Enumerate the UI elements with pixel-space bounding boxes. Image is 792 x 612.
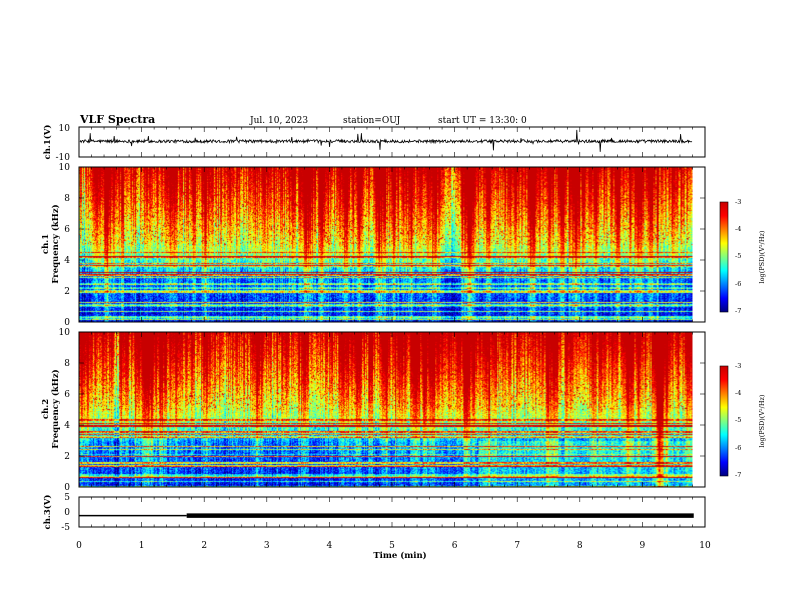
ch3-waveform-ticks bbox=[78, 497, 706, 527]
time-tick-label-2: 2 bbox=[201, 541, 207, 551]
ch1-freq-tick-8: 8 bbox=[64, 194, 70, 204]
time-tick-label-7: 7 bbox=[514, 541, 520, 551]
ch2-spectrogram-panel: 0 2 4 6 8 10 ch.2 Frequency (kHz) -3 -4 … bbox=[41, 328, 766, 493]
ch1-spectrogram-panel: 0 2 4 6 8 10 ch.1 Frequency (kHz) -3 -4 … bbox=[41, 163, 766, 328]
ch1-cbar-tick-m6: -6 bbox=[735, 280, 741, 288]
time-tick-label-3: 3 bbox=[264, 541, 270, 551]
ch1-ytick-top: 10 bbox=[59, 124, 71, 134]
ch3-ytick-mid: 0 bbox=[64, 508, 70, 518]
ch1-ylabel: ch.1(V) bbox=[42, 125, 53, 160]
ch2-freq-tick-2: 2 bbox=[64, 452, 70, 462]
ch3-ytick-top: 5 bbox=[64, 493, 70, 503]
ch3-ytick-bottom: -5 bbox=[61, 523, 70, 533]
ch1-freq-tick-10: 10 bbox=[59, 163, 71, 173]
time-axis-label: Time (min) bbox=[373, 550, 426, 561]
time-axis-tick-labels: 0 1 2 3 4 5 6 7 8 9 10 bbox=[76, 541, 711, 551]
time-tick-label-6: 6 bbox=[452, 541, 458, 551]
ch1-waveform-trace bbox=[79, 129, 693, 152]
ch2-cbar-tick-m6: -6 bbox=[735, 444, 741, 452]
start-ut-label: start UT = 13:30: 0 bbox=[438, 116, 527, 126]
time-tick-label-9: 9 bbox=[640, 541, 646, 551]
ch2-cbar-tick-m3: -3 bbox=[735, 362, 741, 370]
ch2-cbar-tick-m4: -4 bbox=[735, 389, 741, 397]
ch2-freq-tick-4: 4 bbox=[64, 421, 70, 431]
ch2-colorbar-label: log(PSD)(V²/Hz) bbox=[758, 394, 766, 447]
station-label: station=OUJ bbox=[343, 116, 401, 126]
ch3-ylabel: ch.3(V) bbox=[42, 495, 53, 530]
ch3-waveform-panel: 5 0 -5 ch.3(V) bbox=[42, 493, 706, 533]
time-tick-label-8: 8 bbox=[577, 541, 583, 551]
ch1-cbar-tick-m4: -4 bbox=[735, 225, 741, 233]
date-label: Jul. 10, 2023 bbox=[249, 116, 308, 126]
time-tick-label-5: 5 bbox=[389, 541, 395, 551]
chart-title: VLF Spectra bbox=[79, 113, 155, 126]
ch2-freq-ylabel: Frequency (kHz) bbox=[50, 369, 61, 448]
ch1-spectrogram-image bbox=[79, 167, 693, 322]
ch1-colorbar-label: log(PSD)(V²/Hz) bbox=[758, 230, 766, 283]
ch1-freq-tick-0: 0 bbox=[64, 318, 70, 328]
ch1-freq-tick-6: 6 bbox=[64, 225, 70, 235]
time-tick-label-0: 0 bbox=[76, 541, 82, 551]
ch2-freq-tick-0: 0 bbox=[64, 483, 70, 493]
ch1-cbar-tick-m5: -5 bbox=[735, 252, 741, 260]
time-tick-label-10: 10 bbox=[699, 541, 711, 551]
time-tick-label-4: 4 bbox=[327, 541, 333, 551]
ch1-ytick-bottom: -10 bbox=[56, 153, 71, 163]
ch1-waveform-ticks bbox=[78, 127, 706, 157]
ch2-spectrogram-image bbox=[79, 332, 693, 487]
ch1-spectrogram-ticks bbox=[78, 166, 706, 323]
ch1-freq-ylabel: Frequency (kHz) bbox=[50, 204, 61, 283]
ch1-cbar-tick-m7: -7 bbox=[735, 307, 741, 315]
ch1-freq-tick-2: 2 bbox=[64, 287, 70, 297]
ch1-channel-label: ch.1 bbox=[41, 234, 51, 254]
ch1-colorbar bbox=[719, 201, 729, 313]
ch2-freq-tick-10: 10 bbox=[59, 328, 71, 338]
ch2-freq-tick-6: 6 bbox=[64, 390, 70, 400]
ch2-cbar-tick-m5: -5 bbox=[735, 416, 741, 424]
ch2-spectrogram-ticks bbox=[78, 331, 706, 488]
ch2-colorbar bbox=[719, 365, 729, 477]
ch1-cbar-tick-m3: -3 bbox=[735, 198, 741, 206]
ch1-freq-tick-4: 4 bbox=[64, 256, 70, 266]
ch2-freq-tick-8: 8 bbox=[64, 359, 70, 369]
ch2-cbar-tick-m7: -7 bbox=[735, 471, 741, 479]
ch1-waveform-panel: 10 -10 ch.1(V) bbox=[42, 124, 706, 163]
time-tick-label-1: 1 bbox=[139, 541, 145, 551]
ch2-channel-label: ch.2 bbox=[41, 399, 51, 419]
